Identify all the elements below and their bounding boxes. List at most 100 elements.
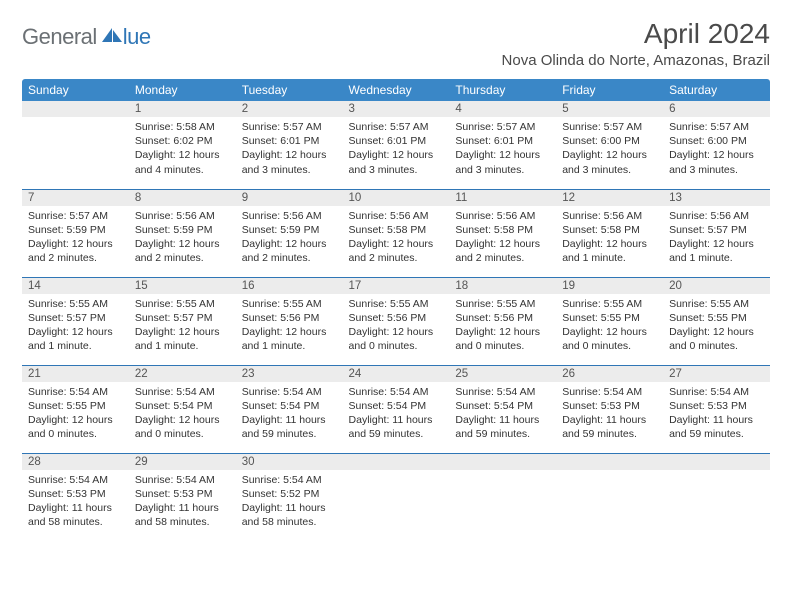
sunrise-text: Sunrise: 5:56 AM	[135, 209, 230, 223]
sunset-text: Sunset: 5:56 PM	[242, 311, 337, 325]
calendar-day-cell: 23Sunrise: 5:54 AMSunset: 5:54 PMDayligh…	[236, 365, 343, 453]
day-info	[449, 470, 556, 477]
sunset-text: Sunset: 5:53 PM	[562, 399, 657, 413]
day-number: 2	[236, 101, 343, 117]
day-info: Sunrise: 5:56 AMSunset: 5:58 PMDaylight:…	[449, 206, 556, 270]
day-number: 21	[22, 366, 129, 382]
day-number: 16	[236, 278, 343, 294]
sunset-text: Sunset: 5:57 PM	[669, 223, 764, 237]
day-info: Sunrise: 5:57 AMSunset: 6:01 PMDaylight:…	[236, 117, 343, 181]
calendar-day-cell: 19Sunrise: 5:55 AMSunset: 5:55 PMDayligh…	[556, 277, 663, 365]
day-number: 4	[449, 101, 556, 117]
sunrise-text: Sunrise: 5:54 AM	[242, 385, 337, 399]
sunset-text: Sunset: 5:56 PM	[455, 311, 550, 325]
calendar-week-row: 1Sunrise: 5:58 AMSunset: 6:02 PMDaylight…	[22, 101, 770, 189]
calendar-day-cell: 6Sunrise: 5:57 AMSunset: 6:00 PMDaylight…	[663, 101, 770, 189]
day-info: Sunrise: 5:55 AMSunset: 5:57 PMDaylight:…	[22, 294, 129, 358]
calendar-day-cell: 14Sunrise: 5:55 AMSunset: 5:57 PMDayligh…	[22, 277, 129, 365]
calendar-day-cell	[22, 101, 129, 189]
sunset-text: Sunset: 5:54 PM	[242, 399, 337, 413]
sunrise-text: Sunrise: 5:55 AM	[135, 297, 230, 311]
calendar-day-cell: 21Sunrise: 5:54 AMSunset: 5:55 PMDayligh…	[22, 365, 129, 453]
sunrise-text: Sunrise: 5:57 AM	[349, 120, 444, 134]
daylight-text: Daylight: 12 hours and 0 minutes.	[669, 325, 764, 353]
sunset-text: Sunset: 5:58 PM	[349, 223, 444, 237]
calendar-day-cell: 7Sunrise: 5:57 AMSunset: 5:59 PMDaylight…	[22, 189, 129, 277]
sunrise-text: Sunrise: 5:55 AM	[242, 297, 337, 311]
daylight-text: Daylight: 12 hours and 0 minutes.	[28, 413, 123, 441]
daylight-text: Daylight: 12 hours and 2 minutes.	[242, 237, 337, 265]
logo-text-blue: lue	[101, 24, 151, 50]
logo-sail-icon	[102, 24, 122, 50]
sunset-text: Sunset: 5:57 PM	[135, 311, 230, 325]
calendar-table: Sunday Monday Tuesday Wednesday Thursday…	[22, 79, 770, 541]
sunset-text: Sunset: 5:58 PM	[455, 223, 550, 237]
calendar-day-cell: 30Sunrise: 5:54 AMSunset: 5:52 PMDayligh…	[236, 453, 343, 541]
sunrise-text: Sunrise: 5:57 AM	[669, 120, 764, 134]
day-info: Sunrise: 5:54 AMSunset: 5:53 PMDaylight:…	[556, 382, 663, 446]
day-info: Sunrise: 5:56 AMSunset: 5:58 PMDaylight:…	[556, 206, 663, 270]
sunrise-text: Sunrise: 5:57 AM	[562, 120, 657, 134]
calendar-day-cell: 1Sunrise: 5:58 AMSunset: 6:02 PMDaylight…	[129, 101, 236, 189]
calendar-week-row: 21Sunrise: 5:54 AMSunset: 5:55 PMDayligh…	[22, 365, 770, 453]
sunrise-text: Sunrise: 5:58 AM	[135, 120, 230, 134]
day-number: 14	[22, 278, 129, 294]
day-info	[343, 470, 450, 477]
sunrise-text: Sunrise: 5:57 AM	[28, 209, 123, 223]
daylight-text: Daylight: 12 hours and 3 minutes.	[455, 148, 550, 176]
day-info: Sunrise: 5:55 AMSunset: 5:57 PMDaylight:…	[129, 294, 236, 358]
day-info: Sunrise: 5:54 AMSunset: 5:54 PMDaylight:…	[236, 382, 343, 446]
sunset-text: Sunset: 5:54 PM	[135, 399, 230, 413]
calendar-day-cell: 28Sunrise: 5:54 AMSunset: 5:53 PMDayligh…	[22, 453, 129, 541]
day-info: Sunrise: 5:54 AMSunset: 5:54 PMDaylight:…	[449, 382, 556, 446]
calendar-week-row: 28Sunrise: 5:54 AMSunset: 5:53 PMDayligh…	[22, 453, 770, 541]
daylight-text: Daylight: 12 hours and 0 minutes.	[562, 325, 657, 353]
daylight-text: Daylight: 12 hours and 1 minute.	[242, 325, 337, 353]
calendar-day-cell: 22Sunrise: 5:54 AMSunset: 5:54 PMDayligh…	[129, 365, 236, 453]
day-info	[556, 470, 663, 477]
sunset-text: Sunset: 5:59 PM	[135, 223, 230, 237]
weekday-header: Sunday	[22, 79, 129, 101]
day-number: 7	[22, 190, 129, 206]
weekday-header: Wednesday	[343, 79, 450, 101]
daylight-text: Daylight: 12 hours and 1 minute.	[669, 237, 764, 265]
day-info: Sunrise: 5:56 AMSunset: 5:59 PMDaylight:…	[129, 206, 236, 270]
sunrise-text: Sunrise: 5:55 AM	[562, 297, 657, 311]
sunrise-text: Sunrise: 5:55 AM	[349, 297, 444, 311]
calendar-day-cell: 3Sunrise: 5:57 AMSunset: 6:01 PMDaylight…	[343, 101, 450, 189]
calendar-day-cell: 5Sunrise: 5:57 AMSunset: 6:00 PMDaylight…	[556, 101, 663, 189]
day-info: Sunrise: 5:54 AMSunset: 5:54 PMDaylight:…	[343, 382, 450, 446]
sunset-text: Sunset: 5:55 PM	[669, 311, 764, 325]
sunrise-text: Sunrise: 5:56 AM	[562, 209, 657, 223]
day-info: Sunrise: 5:57 AMSunset: 6:01 PMDaylight:…	[449, 117, 556, 181]
calendar-day-cell: 26Sunrise: 5:54 AMSunset: 5:53 PMDayligh…	[556, 365, 663, 453]
sunrise-text: Sunrise: 5:55 AM	[28, 297, 123, 311]
sunrise-text: Sunrise: 5:54 AM	[242, 473, 337, 487]
day-number: 30	[236, 454, 343, 470]
daylight-text: Daylight: 11 hours and 58 minutes.	[242, 501, 337, 529]
day-info	[22, 117, 129, 124]
calendar-day-cell: 9Sunrise: 5:56 AMSunset: 5:59 PMDaylight…	[236, 189, 343, 277]
sunset-text: Sunset: 5:57 PM	[28, 311, 123, 325]
day-info: Sunrise: 5:57 AMSunset: 5:59 PMDaylight:…	[22, 206, 129, 270]
day-number: 12	[556, 190, 663, 206]
daylight-text: Daylight: 12 hours and 2 minutes.	[28, 237, 123, 265]
day-info: Sunrise: 5:54 AMSunset: 5:53 PMDaylight:…	[22, 470, 129, 534]
sunrise-text: Sunrise: 5:57 AM	[455, 120, 550, 134]
daylight-text: Daylight: 12 hours and 2 minutes.	[135, 237, 230, 265]
day-number: 10	[343, 190, 450, 206]
day-info: Sunrise: 5:54 AMSunset: 5:54 PMDaylight:…	[129, 382, 236, 446]
daylight-text: Daylight: 11 hours and 59 minutes.	[455, 413, 550, 441]
daylight-text: Daylight: 12 hours and 0 minutes.	[349, 325, 444, 353]
sunset-text: Sunset: 5:55 PM	[28, 399, 123, 413]
daylight-text: Daylight: 11 hours and 59 minutes.	[349, 413, 444, 441]
sunset-text: Sunset: 5:55 PM	[562, 311, 657, 325]
daylight-text: Daylight: 11 hours and 58 minutes.	[28, 501, 123, 529]
location-subtitle: Nova Olinda do Norte, Amazonas, Brazil	[502, 52, 770, 69]
daylight-text: Daylight: 12 hours and 3 minutes.	[349, 148, 444, 176]
sunset-text: Sunset: 5:58 PM	[562, 223, 657, 237]
day-number: 15	[129, 278, 236, 294]
calendar-day-cell: 11Sunrise: 5:56 AMSunset: 5:58 PMDayligh…	[449, 189, 556, 277]
calendar-day-cell: 10Sunrise: 5:56 AMSunset: 5:58 PMDayligh…	[343, 189, 450, 277]
day-number: 6	[663, 101, 770, 117]
